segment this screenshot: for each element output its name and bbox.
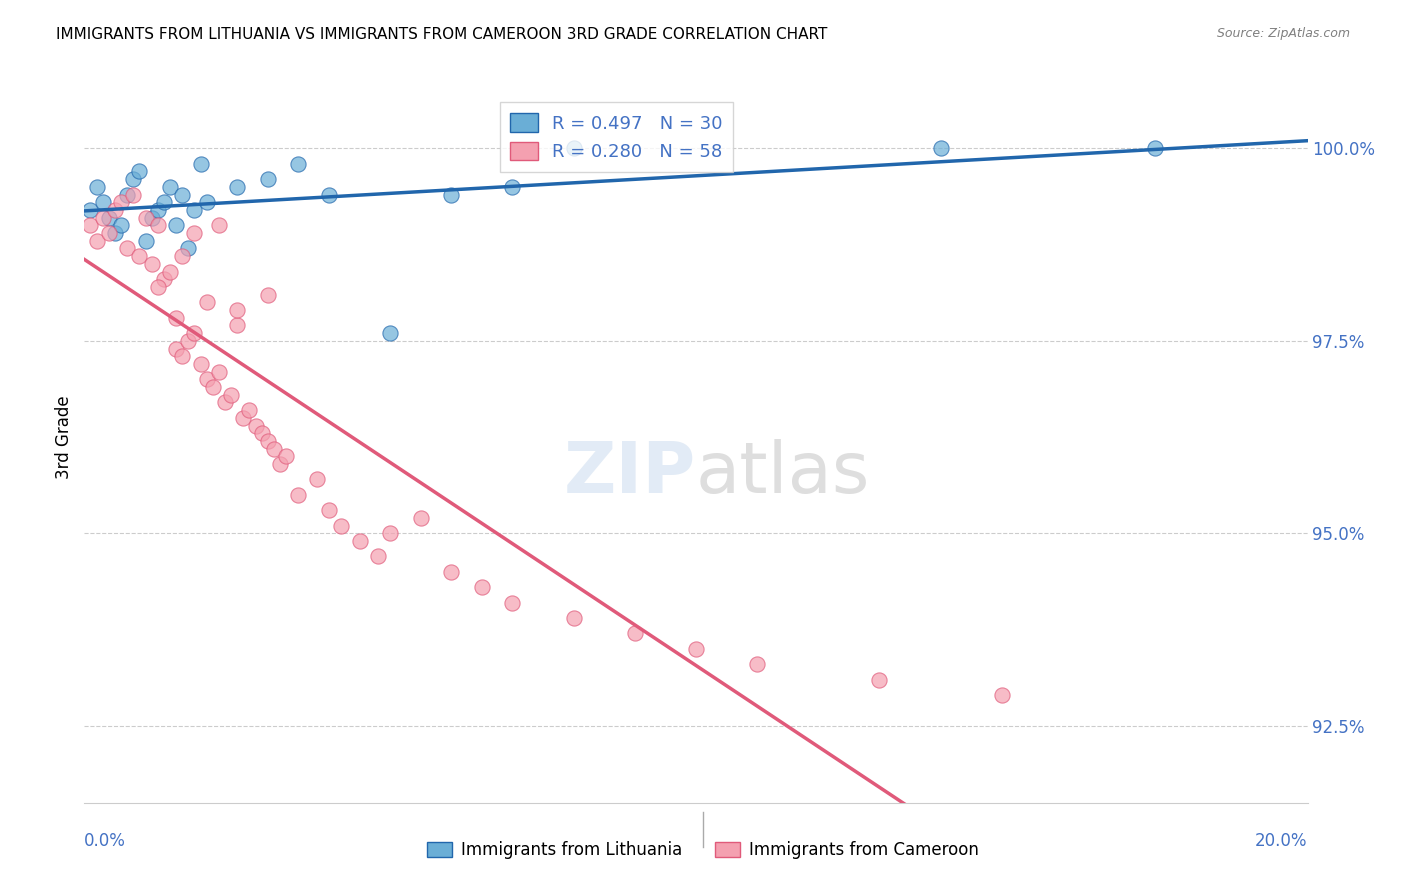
Point [177, 242, 200, 256]
Point [122, 187, 145, 202]
Point [367, 549, 389, 564]
Point [135, 234, 157, 248]
Point [146, 202, 169, 217]
Point [263, 442, 285, 456]
Point [201, 380, 224, 394]
Point [257, 287, 280, 301]
Point [141, 257, 163, 271]
Point [624, 626, 647, 640]
Point [110, 195, 132, 210]
Text: 20.0%: 20.0% [1256, 832, 1308, 850]
Point [562, 611, 585, 625]
Point [172, 349, 194, 363]
Point [104, 202, 127, 217]
Point [110, 219, 132, 233]
Point [97, 226, 120, 240]
Point [287, 488, 309, 502]
Point [195, 195, 218, 210]
Point [104, 226, 127, 240]
Point [91, 211, 114, 225]
Point [183, 226, 205, 240]
Point [122, 172, 145, 186]
Point [1143, 141, 1166, 155]
Point [190, 157, 212, 171]
Point [276, 450, 298, 464]
Point [305, 472, 328, 486]
Point [380, 526, 402, 541]
Point [502, 179, 524, 194]
Point [747, 657, 769, 672]
Text: IMMIGRANTS FROM LITHUANIA VS IMMIGRANTS FROM CAMEROON 3RD GRADE CORRELATION CHAR: IMMIGRANTS FROM LITHUANIA VS IMMIGRANTS … [56, 27, 828, 42]
Point [471, 580, 494, 594]
Point [128, 164, 150, 178]
Point [409, 511, 432, 525]
Text: Source: ZipAtlas.com: Source: ZipAtlas.com [1216, 27, 1350, 40]
Point [79, 202, 101, 217]
Point [159, 179, 181, 194]
Point [177, 334, 200, 348]
Point [190, 357, 212, 371]
Point [991, 688, 1014, 702]
Point [380, 326, 402, 340]
Text: ZIP: ZIP [564, 439, 696, 508]
Point [183, 326, 205, 340]
Point [153, 272, 176, 286]
Text: 0.0%: 0.0% [84, 832, 127, 850]
Point [269, 457, 291, 471]
Point [562, 141, 585, 155]
Point [685, 641, 707, 656]
Point [165, 219, 187, 233]
Point [183, 202, 205, 217]
Point [257, 434, 280, 448]
Point [257, 172, 280, 186]
Point [165, 342, 187, 356]
Point [146, 280, 169, 294]
Point [195, 295, 218, 310]
Point [97, 211, 120, 225]
Legend: R = 0.497   N = 30, R = 0.280   N = 58: R = 0.497 N = 30, R = 0.280 N = 58 [499, 103, 734, 172]
Point [287, 157, 309, 171]
Point [440, 187, 463, 202]
Point [208, 219, 231, 233]
Point [153, 195, 176, 210]
Point [172, 249, 194, 263]
Point [440, 565, 463, 579]
Point [232, 410, 254, 425]
Y-axis label: 3rd Grade: 3rd Grade [55, 395, 73, 479]
Point [79, 219, 101, 233]
Point [330, 518, 353, 533]
Point [929, 141, 952, 155]
Point [226, 303, 249, 318]
Point [115, 242, 138, 256]
Point [318, 503, 340, 517]
Point [226, 179, 249, 194]
Point [172, 187, 194, 202]
Point [146, 219, 169, 233]
Point [91, 195, 114, 210]
Point [238, 403, 260, 417]
Point [219, 388, 242, 402]
Point [86, 179, 108, 194]
Point [195, 372, 218, 386]
Point [502, 596, 524, 610]
Point [86, 234, 108, 248]
Point [250, 426, 273, 441]
Point [165, 310, 187, 325]
Point [208, 365, 231, 379]
Point [141, 211, 163, 225]
Point [869, 673, 891, 687]
Point [115, 187, 138, 202]
Point [159, 264, 181, 278]
Point [128, 249, 150, 263]
Text: atlas: atlas [696, 439, 870, 508]
Point [226, 318, 249, 333]
Point [318, 187, 340, 202]
Point [349, 534, 371, 549]
Legend: Immigrants from Lithuania, Immigrants from Cameroon: Immigrants from Lithuania, Immigrants fr… [420, 835, 986, 866]
Point [214, 395, 236, 409]
Point [135, 211, 157, 225]
Point [245, 418, 267, 433]
